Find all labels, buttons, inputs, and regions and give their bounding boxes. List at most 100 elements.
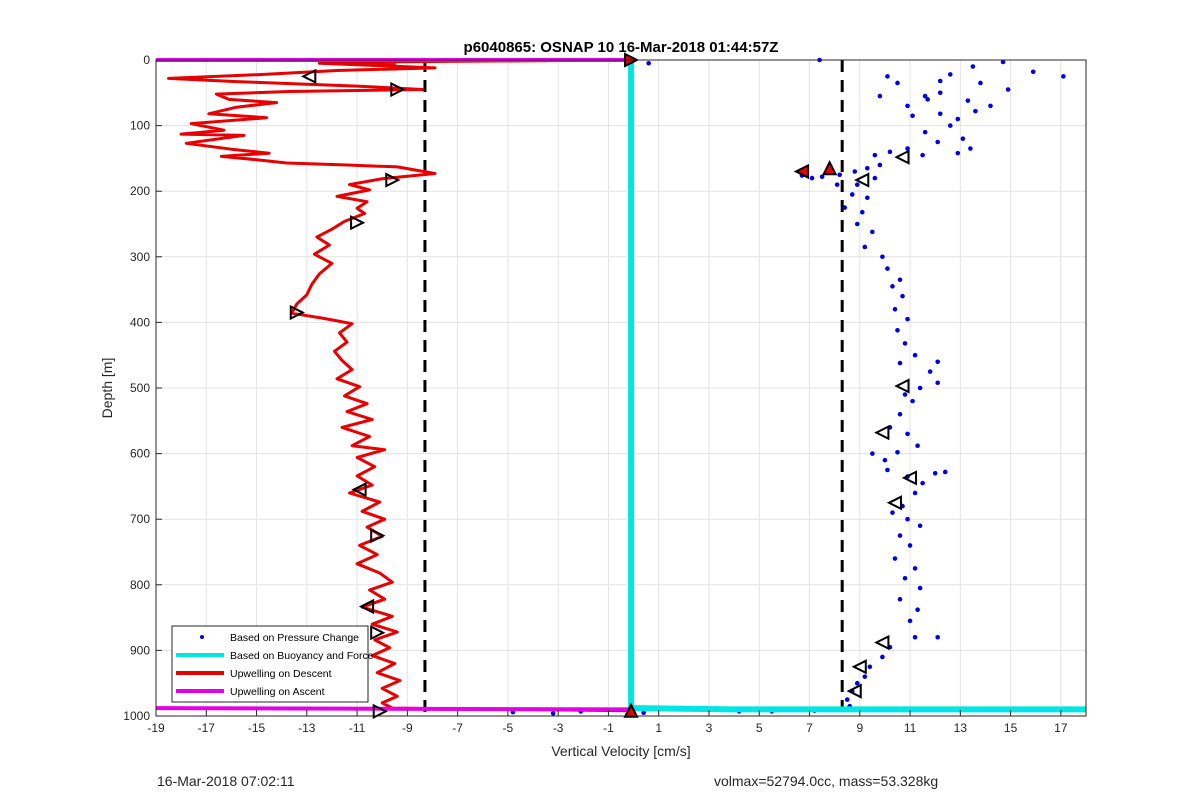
pressure-change-point [895,327,900,333]
pressure-change-point [892,556,898,561]
hollow-triangle-marker [390,81,406,98]
pressure-change-point [968,146,973,151]
x-tick-label: -15 [248,721,266,735]
pressure-change-point [935,359,941,365]
pressure-change-point [937,90,943,96]
pressure-change-point [885,266,890,271]
hollow-triangle-marker [894,378,910,394]
pressure-change-point [897,596,903,602]
x-tick-label: 3 [706,721,713,735]
grid-lines [155,59,1086,717]
hollow-triangle-marker [350,215,366,231]
pressure-change-point [942,469,948,475]
pressure-change-point [910,398,915,404]
x-tick-label: -11 [349,721,366,735]
pressure-change-point [865,195,870,201]
pressure-change-point [902,392,908,397]
pressure-change-point [932,470,938,476]
pressure-change-point [870,229,875,235]
pressure-change-point [809,175,815,181]
pressure-change-point [988,103,993,109]
hollow-triangle-marker [370,625,386,641]
pressure-change-point [844,697,850,702]
x-tick-label: -7 [452,721,463,735]
pressure-change-point [885,467,890,473]
axis-ticks: -19 -17 -15 -13 -11 -9 -7 -5 -3 -1 1 3 5 7 9 11 13 15 1701… [123,53,1068,735]
x-tick-label: 9 [856,721,863,735]
hollow-triangle-marker [301,68,317,85]
x-tick-label: 13 [954,721,968,735]
pressure-change-point [865,165,870,171]
chart-title: p6040865: OSNAP 10 16-Mar-2018 01:44:57Z [464,39,779,56]
pressure-change-point [970,64,976,69]
pressure-change-point [1005,87,1011,92]
y-tick-label: 900 [130,643,150,657]
hollow-triangle-marker [894,149,910,165]
filled-triangle-marker [822,160,838,176]
pressure-change-point [925,97,930,102]
hollow-triangle-marker [289,304,305,321]
pressure-change-point [973,108,978,114]
pressure-change-point [872,152,878,158]
hollow-triangle-marker [886,495,902,511]
pressure-change-point [887,149,893,155]
pressure-change-point [935,139,941,145]
hollow-triangle-marker [854,172,870,188]
x-tick-label: -3 [553,721,564,735]
y-tick-label: 500 [130,381,150,395]
pressure-change-point [947,123,953,128]
pressure-change-point [834,182,840,187]
pressure-change-point [646,60,651,66]
pressure-change-point [905,431,910,437]
hollow-triangle-marker [370,527,386,544]
pressure-change-point [902,341,908,346]
pressure-change-point [910,113,915,119]
pressure-change-point [867,664,873,670]
x-tick-label: -17 [198,721,216,735]
pressure-change-point [1030,69,1036,75]
pressure-change-point [854,221,860,227]
y-axis-label: Depth [m] [99,358,115,419]
hollow-triangle-marker [358,598,375,615]
pressure-change-point [890,510,895,515]
pressure-change-point [917,385,923,391]
pressure-change-point [905,316,910,322]
pressure-change-point [922,129,928,135]
pressure-change-point [917,585,923,591]
pressure-change-point [965,98,971,103]
x-tick-label: -19 [147,721,165,735]
hollow-triangle-marker [901,470,918,486]
pressure-change-point [900,293,905,299]
legend-point-swatch [200,635,204,639]
y-tick-label: 700 [130,512,150,526]
pressure-change-point [935,380,941,386]
pressure-change-point [912,490,918,496]
pressure-change-point [892,306,898,312]
x-tick-label: 15 [1004,721,1018,735]
pressure-change-point [897,277,903,283]
x-tick-label: -13 [298,721,316,735]
pressure-change-point [897,411,903,417]
legend-entry-label: Upwelling on Descent [230,668,332,680]
pressure-change-point [912,566,918,571]
x-tick-label: 5 [756,721,763,735]
pressure-change-point [862,674,868,679]
hollow-triangle-marker [874,424,890,441]
pressure-change-point [907,618,913,624]
legend-entry-label: Based on Pressure Change [230,632,359,644]
pressure-change-point [927,369,933,374]
pressure-change-point [870,451,875,456]
hollow-triangle-marker [851,659,867,675]
pressure-change-point [897,533,903,538]
pressure-change-point [905,146,910,151]
pressure-change-point [862,244,868,250]
hollow-triangle-marker [351,482,367,498]
hollow-triangle-marker [372,703,388,720]
filled-triangle-marker [793,163,809,180]
pressure-change-point [920,480,925,486]
pressure-change-point [1000,59,1006,65]
pressure-change-point [907,543,913,548]
pressure-change-point [935,634,941,640]
pressure-change-point [890,284,895,289]
